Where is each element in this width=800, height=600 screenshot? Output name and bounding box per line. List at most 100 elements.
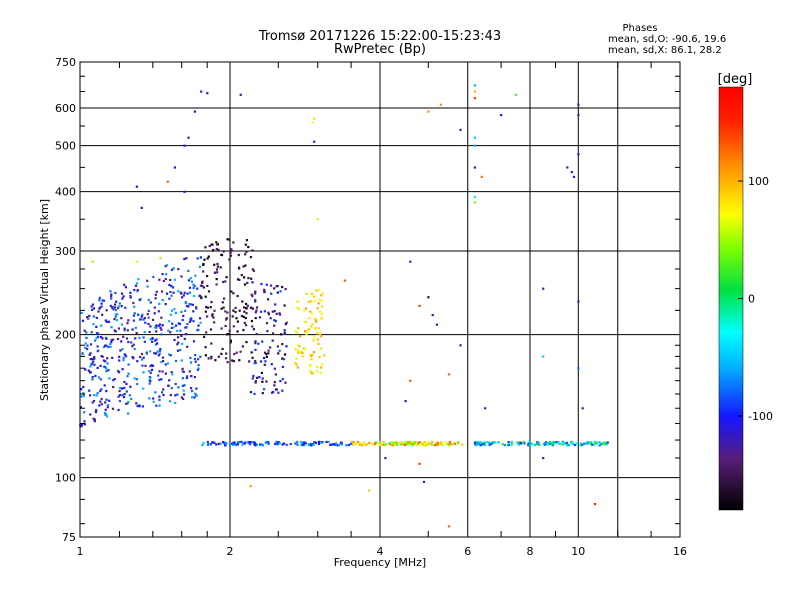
data-point xyxy=(229,251,232,254)
data-point xyxy=(365,443,368,446)
data-point xyxy=(169,394,172,397)
data-point xyxy=(181,318,184,322)
data-point xyxy=(254,444,257,447)
data-point xyxy=(123,329,126,332)
data-point xyxy=(497,441,500,444)
data-point xyxy=(164,363,167,366)
data-point xyxy=(93,357,96,360)
data-point xyxy=(473,144,476,147)
data-point xyxy=(254,290,257,293)
data-point xyxy=(100,324,103,327)
data-point xyxy=(183,190,186,193)
stats-line-x: mean, sd,X: 86.1, 28.2 xyxy=(608,45,722,56)
data-point xyxy=(95,337,98,340)
data-point xyxy=(103,411,107,415)
data-point xyxy=(203,335,206,338)
data-point xyxy=(152,275,155,279)
data-point xyxy=(201,280,204,283)
data-point xyxy=(311,372,314,375)
data-point xyxy=(188,286,192,289)
data-point xyxy=(189,356,192,359)
data-point xyxy=(278,312,281,315)
data-point xyxy=(501,443,504,446)
data-point xyxy=(80,425,83,428)
data-point xyxy=(427,441,430,444)
data-point xyxy=(392,442,395,445)
data-point xyxy=(276,284,279,288)
data-point xyxy=(553,441,557,444)
data-point xyxy=(311,323,314,326)
data-point xyxy=(263,290,266,293)
data-point xyxy=(459,128,462,131)
data-point xyxy=(558,442,562,445)
data-point xyxy=(282,442,286,445)
data-point xyxy=(441,443,444,446)
data-point xyxy=(311,121,314,124)
data-point xyxy=(88,371,92,374)
data-point xyxy=(171,322,174,325)
data-point xyxy=(123,327,126,330)
data-point xyxy=(283,331,286,334)
data-point xyxy=(182,370,185,374)
data-point xyxy=(98,306,101,309)
data-point xyxy=(84,346,87,349)
data-point xyxy=(249,441,252,444)
data-point xyxy=(285,345,288,348)
data-point xyxy=(113,329,116,332)
data-point xyxy=(265,440,268,444)
data-point xyxy=(86,347,89,351)
data-point xyxy=(317,302,320,305)
data-point xyxy=(358,443,361,447)
data-point xyxy=(312,295,316,298)
data-point xyxy=(170,326,173,329)
data-point xyxy=(439,443,442,446)
data-point xyxy=(388,442,391,445)
data-point xyxy=(235,351,238,354)
data-point xyxy=(473,136,476,139)
data-point xyxy=(209,328,213,331)
data-point xyxy=(385,443,388,446)
data-point xyxy=(110,326,113,329)
data-point xyxy=(309,363,312,367)
data-point xyxy=(138,405,141,408)
data-point xyxy=(205,306,208,309)
data-point xyxy=(147,316,150,319)
data-point xyxy=(273,367,276,370)
data-point xyxy=(180,396,183,399)
data-point xyxy=(224,357,228,360)
data-point xyxy=(146,313,149,316)
data-point xyxy=(294,330,297,333)
data-point xyxy=(85,331,88,334)
data-point xyxy=(401,442,404,446)
data-point xyxy=(110,341,113,344)
data-point xyxy=(368,442,371,445)
data-point xyxy=(125,355,128,358)
data-point xyxy=(127,412,130,415)
data-point xyxy=(249,306,253,309)
data-point xyxy=(273,319,276,322)
data-point xyxy=(198,265,202,268)
data-point xyxy=(236,320,239,323)
data-point xyxy=(159,348,162,351)
data-point xyxy=(235,317,238,320)
data-point xyxy=(320,294,323,297)
data-point xyxy=(213,321,216,324)
data-point xyxy=(147,309,150,312)
data-point xyxy=(185,326,188,329)
data-point xyxy=(207,290,211,293)
data-point xyxy=(153,312,156,315)
data-point xyxy=(112,379,115,382)
data-point xyxy=(215,268,219,271)
data-point xyxy=(301,351,304,355)
data-point xyxy=(123,283,126,286)
data-point xyxy=(96,345,99,348)
data-point xyxy=(190,387,193,390)
data-point xyxy=(536,441,540,444)
data-point xyxy=(133,377,136,380)
data-point xyxy=(154,297,157,300)
data-point xyxy=(224,280,227,283)
data-point xyxy=(320,312,323,315)
data-point xyxy=(267,441,270,444)
data-point xyxy=(152,397,155,400)
data-point xyxy=(264,360,267,363)
